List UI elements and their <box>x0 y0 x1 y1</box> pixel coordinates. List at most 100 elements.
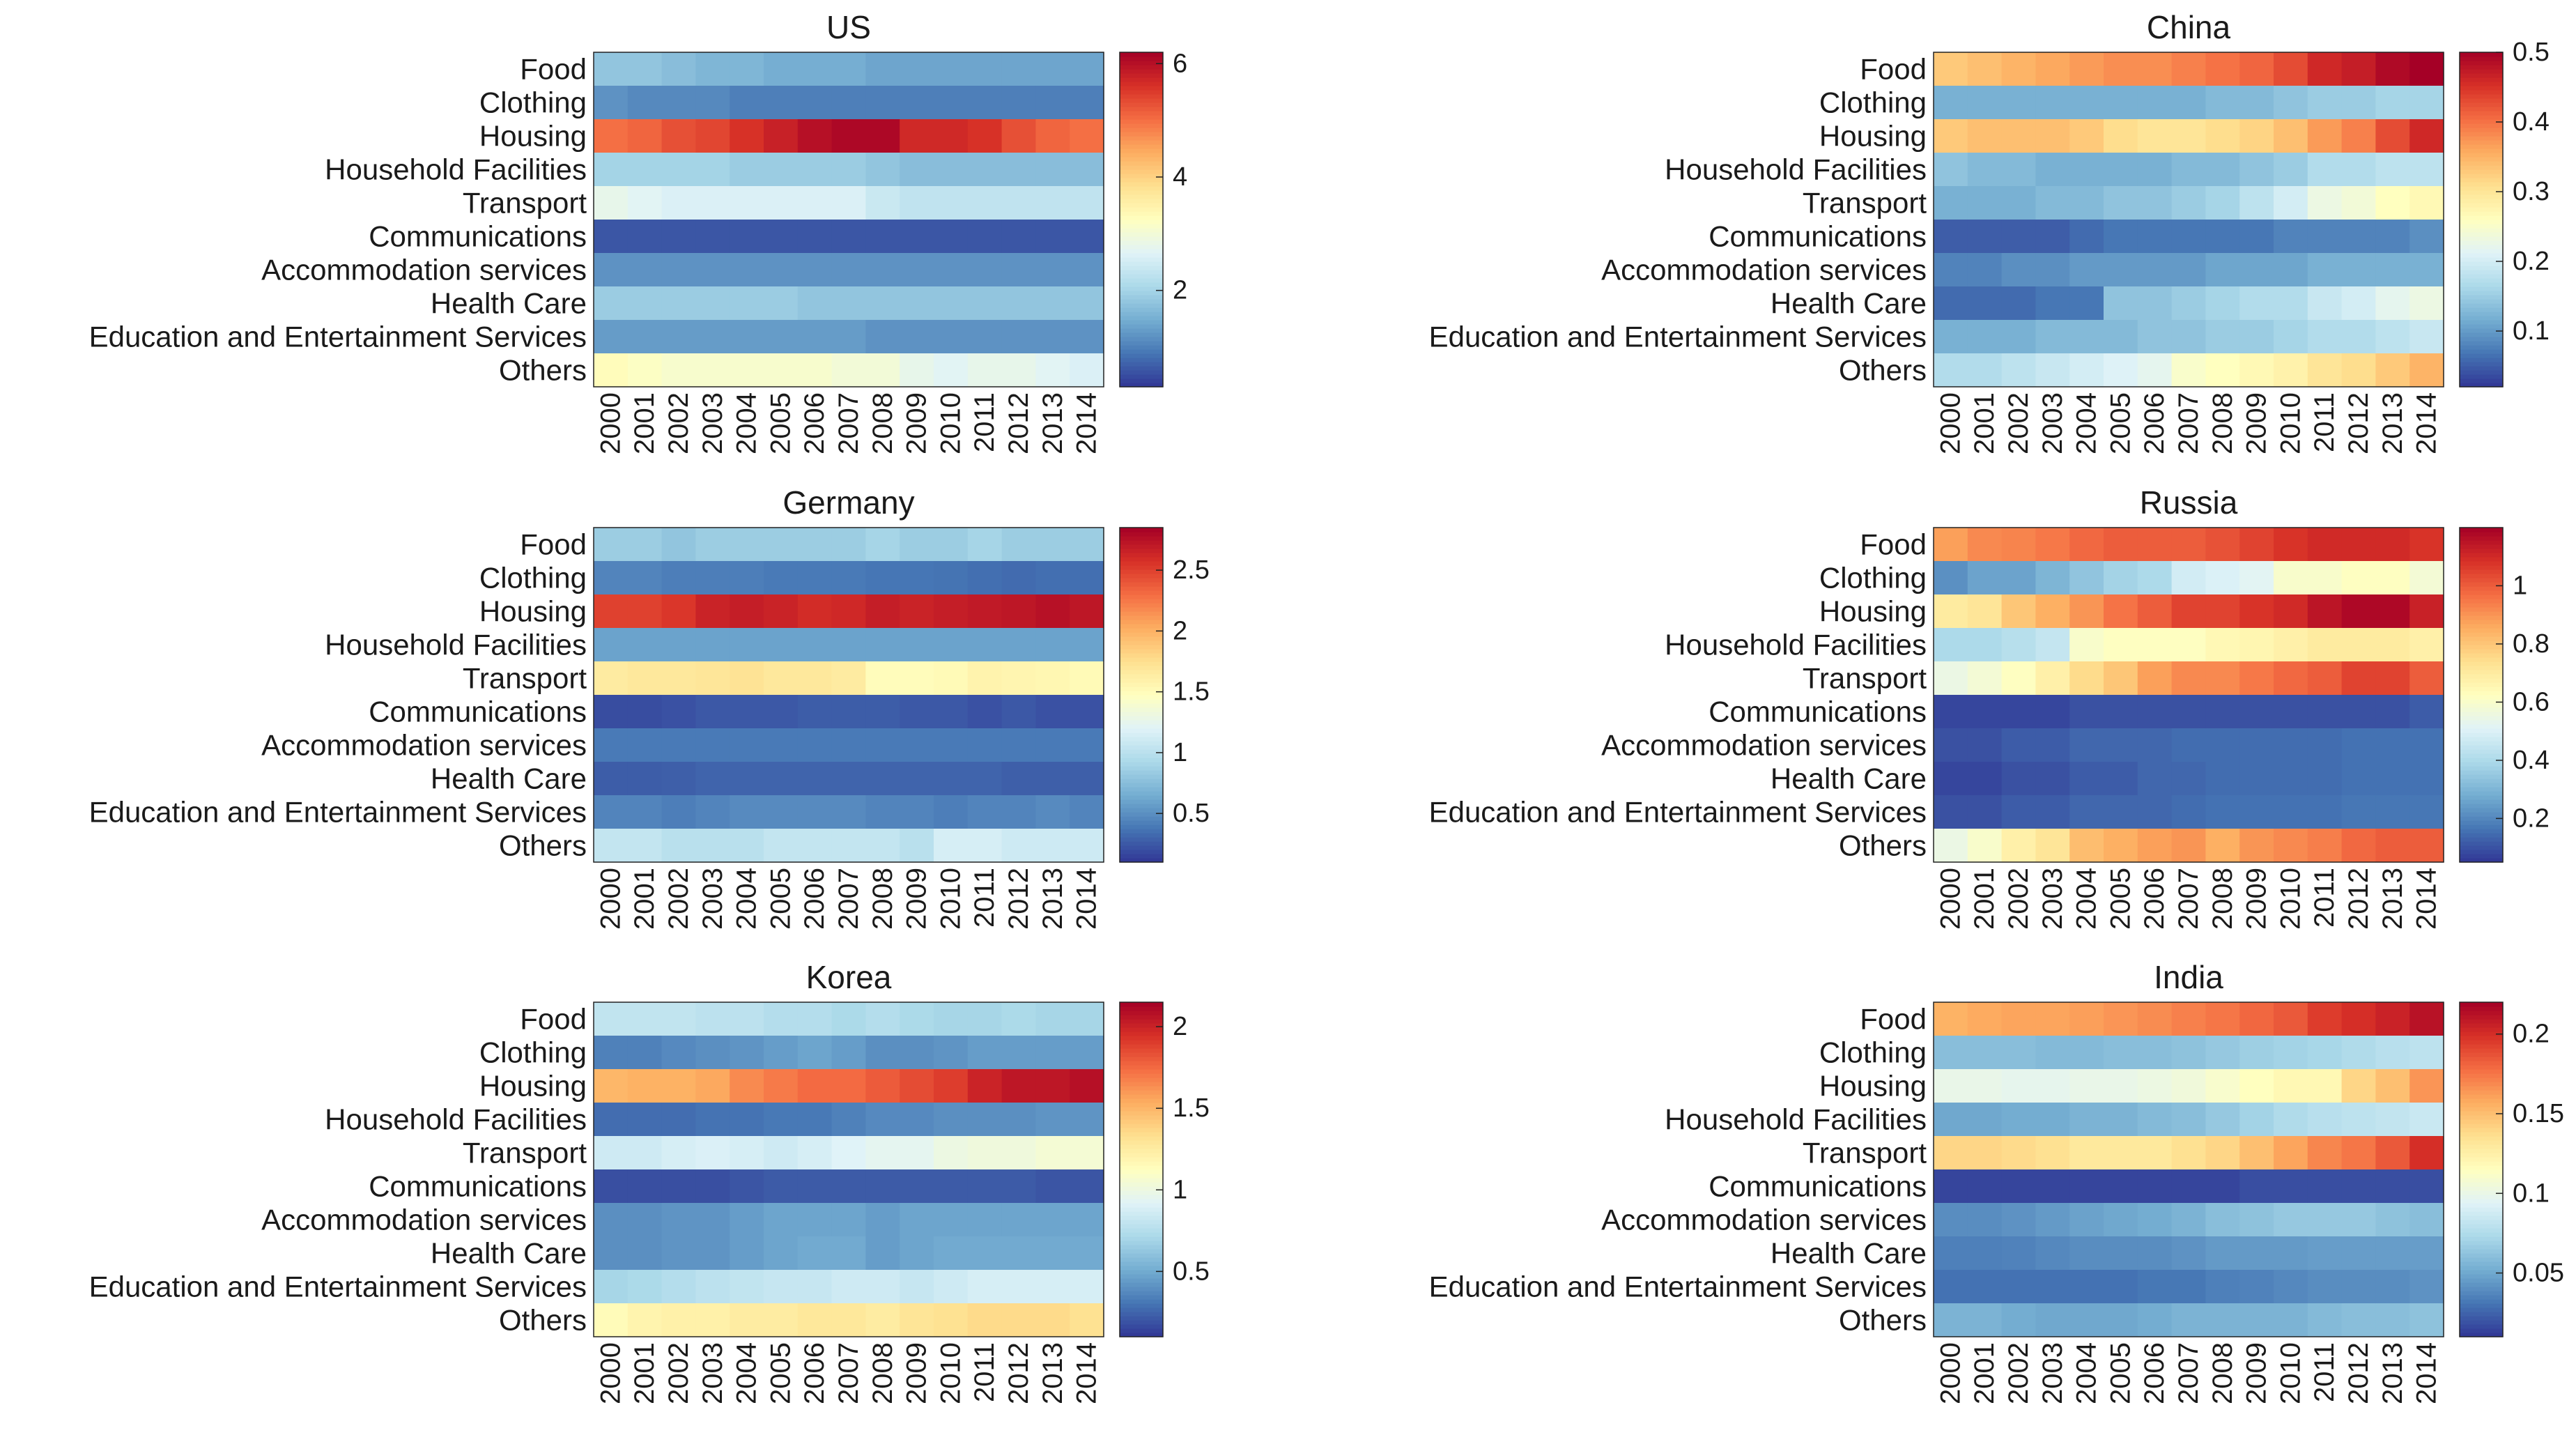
colorbar-segment <box>2460 569 2503 574</box>
heatmap-cell <box>627 1270 663 1304</box>
heatmap-cell <box>730 628 764 662</box>
colorbar-segment <box>1120 261 1163 266</box>
heatmap-cell <box>1070 1236 1104 1271</box>
colorbar-segment <box>2460 245 2503 250</box>
heatmap-cell <box>934 353 969 387</box>
colorbar-segment <box>1120 1303 1163 1308</box>
heatmap-cell <box>2239 1270 2274 1304</box>
heatmap-cell <box>1070 594 1104 629</box>
colorbar-segment <box>1120 812 1163 817</box>
heatmap-cell <box>1934 1069 1968 1103</box>
heatmap-cell <box>695 695 730 729</box>
colorbar-segment <box>1120 366 1163 371</box>
heatmap-cell <box>1001 728 1036 762</box>
heatmap-cell <box>1035 1036 1070 1070</box>
colorbar-segment <box>1120 691 1163 696</box>
heatmap-cell <box>934 561 969 595</box>
heatmap-cell <box>2069 86 2104 120</box>
colorbar-segment <box>1120 1086 1163 1091</box>
heatmap-cell <box>797 186 833 220</box>
colorbar-segment <box>1120 165 1163 170</box>
year-label: 2002 <box>2003 392 2034 454</box>
heatmap-cell <box>900 1002 934 1036</box>
year-label: 2014 <box>2412 392 2442 454</box>
heatmap-cell <box>695 762 730 796</box>
heatmap-cell <box>967 728 1003 762</box>
heatmap-cell <box>831 528 866 562</box>
heatmap-cell <box>831 1103 866 1137</box>
heatmap-cell <box>2307 1069 2343 1103</box>
heatmap-cell <box>661 1136 696 1170</box>
colorbar-segment <box>1120 1320 1163 1325</box>
colorbar-segment <box>2460 1115 2503 1120</box>
heatmap-cell <box>900 52 934 86</box>
colorbar-segment <box>2460 774 2503 779</box>
heatmap-cell <box>1070 320 1104 354</box>
heatmap-cell <box>865 762 900 796</box>
heatmap-cell <box>730 695 764 729</box>
year-label: 2012 <box>1003 868 1034 930</box>
year-label: 2006 <box>2139 868 2170 930</box>
heatmap-cell <box>2069 1303 2104 1337</box>
heatmap-cell <box>900 594 934 629</box>
colorbar-segment <box>2460 1312 2503 1317</box>
heatmap-cell <box>967 528 1003 562</box>
colorbar: 0.050.10.150.2 <box>2459 1002 2564 1337</box>
heatmap-cell <box>1035 628 1070 662</box>
year-label: 2008 <box>2207 868 2238 930</box>
colorbar-segment <box>1120 661 1163 666</box>
colorbar-segment <box>2460 670 2503 675</box>
colorbar-tick-label: 0.2 <box>2513 804 2550 833</box>
colorbar-segment <box>1120 1073 1163 1078</box>
year-label: 2007 <box>2173 868 2204 930</box>
colorbar-segment <box>2460 320 2503 325</box>
heatmap-cell <box>831 795 866 829</box>
heatmap-cell <box>2171 119 2206 153</box>
heatmap-cell <box>2035 186 2070 220</box>
year-label: 2000 <box>595 392 626 454</box>
heatmap-cell <box>2307 119 2343 153</box>
heatmap-cell <box>2104 829 2138 863</box>
heatmap-cell <box>2171 1303 2206 1337</box>
heatmap-cell <box>934 728 969 762</box>
row-label: Food <box>520 1003 587 1036</box>
heatmap-cell <box>797 1303 833 1337</box>
heatmap-cell <box>934 1136 969 1170</box>
year-label: 2010 <box>2275 392 2306 454</box>
heatmap-cell <box>2137 1103 2173 1137</box>
colorbar-segment <box>1120 615 1163 620</box>
heatmap-cell <box>865 728 900 762</box>
heatmap-cell <box>2137 1203 2173 1237</box>
heatmap-cell <box>1934 253 1968 287</box>
heatmap-cell <box>695 594 730 629</box>
colorbar-segment <box>1120 249 1163 254</box>
colorbar-segment <box>2460 578 2503 583</box>
colorbar-segment <box>1120 136 1163 141</box>
row-label: Clothing <box>1819 1036 1927 1069</box>
heatmap-cell <box>2205 153 2240 187</box>
colorbar-segment <box>2460 795 2503 800</box>
heatmap-cell <box>661 1203 696 1237</box>
heatmap-cell <box>967 1203 1003 1237</box>
heatmap-cell <box>1070 119 1104 153</box>
heatmap-cell <box>1001 1169 1036 1204</box>
colorbar-segment <box>2460 65 2503 70</box>
heatmap-cell <box>1934 594 1968 629</box>
colorbar-segment <box>1120 383 1163 387</box>
heatmap-cell <box>1070 762 1104 796</box>
colorbar-segment <box>2460 1190 2503 1195</box>
year-label: 2006 <box>799 868 830 930</box>
heatmap-cell <box>934 320 969 354</box>
colorbar-segment <box>1120 278 1163 283</box>
heatmap-cell <box>764 86 799 120</box>
heatmap-cell <box>1967 1236 2003 1271</box>
colorbar-segment <box>2460 1303 2503 1308</box>
colorbar-segment <box>2460 383 2503 387</box>
heatmap-cell <box>2137 1069 2173 1103</box>
heatmap-cell <box>2409 1103 2444 1137</box>
colorbar-segment <box>2460 1023 2503 1028</box>
heatmap-cell <box>2307 286 2343 321</box>
heatmap-cell <box>2205 353 2240 387</box>
heatmap-cell <box>900 1270 934 1304</box>
heatmap-cell <box>2001 1203 2036 1237</box>
